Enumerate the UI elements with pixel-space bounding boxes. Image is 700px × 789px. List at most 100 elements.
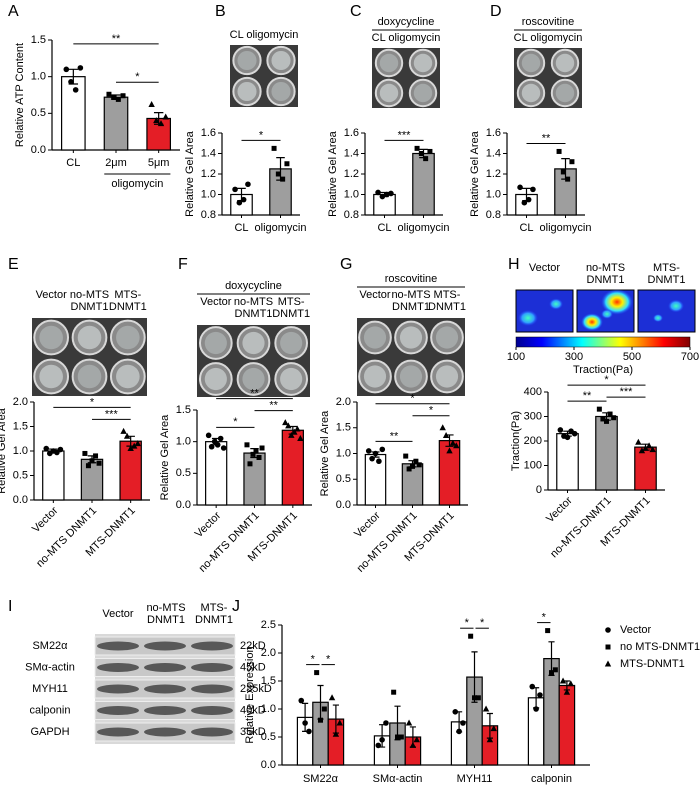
significance-label: * <box>410 393 415 405</box>
y-tick-label: 0.5 <box>261 731 276 743</box>
data-point <box>530 186 536 193</box>
x-tick-label: Vector <box>193 509 224 540</box>
panel-letter: C <box>350 3 362 20</box>
data-point <box>253 448 259 454</box>
data-point <box>111 94 117 100</box>
heatmap-blob <box>668 299 684 313</box>
data-point <box>372 450 379 457</box>
x-tick-label: SMα-actin <box>373 773 423 785</box>
image-label: MTS-DNMT1 <box>108 289 147 313</box>
significance-label: * <box>604 374 609 386</box>
data-point <box>291 428 298 435</box>
data-point <box>556 148 562 154</box>
y-axis-label: Relative Expression <box>244 646 256 743</box>
blot-band <box>191 684 233 694</box>
data-point <box>106 91 112 97</box>
data-point <box>449 439 457 446</box>
legend-label: Vector <box>620 624 652 636</box>
x-tick-label: Vector <box>544 494 575 525</box>
data-point <box>375 189 381 196</box>
data-point <box>220 445 227 451</box>
protein-label: GAPDH <box>30 726 69 738</box>
data-point <box>416 462 422 468</box>
data-point <box>490 725 497 732</box>
y-tick-label: 1.5 <box>336 422 351 434</box>
data-point <box>115 96 121 102</box>
photo-gel <box>413 53 433 73</box>
y-tick-label: 300 <box>524 410 542 422</box>
data-point <box>63 66 70 73</box>
significance-label: * <box>326 654 331 666</box>
data-point <box>288 431 295 438</box>
y-tick-label: 1.5 <box>261 675 276 687</box>
data-point <box>89 458 95 464</box>
data-point <box>452 709 459 715</box>
photo-gel <box>204 331 227 355</box>
error-bar <box>548 641 555 676</box>
data-point <box>336 719 343 726</box>
y-tick-label: 0.0 <box>13 494 28 506</box>
panel-letter: A <box>8 3 19 20</box>
photo-gel <box>555 83 575 103</box>
y-tick-label: 1.0 <box>336 447 351 459</box>
image-label: Vector <box>359 289 391 301</box>
data-point <box>157 120 165 127</box>
y-tick-label: 1.0 <box>31 71 46 83</box>
data-point <box>395 734 400 740</box>
photo-gel <box>435 326 459 349</box>
data-point <box>571 430 578 437</box>
photo-gel <box>280 331 303 355</box>
data-point <box>379 446 386 453</box>
data-point <box>398 734 404 740</box>
data-point <box>369 455 375 462</box>
x-tick-label: Vector <box>30 504 61 535</box>
data-point <box>559 677 567 684</box>
data-point <box>148 101 155 108</box>
y-tick-label: 1.5 <box>31 34 46 46</box>
data-point <box>282 419 289 426</box>
colorbar-tick-label: 700 <box>681 351 699 363</box>
data-point <box>232 186 238 193</box>
blot-band <box>97 663 139 672</box>
lane-label: MTS-DNMT1 <box>195 602 233 626</box>
y-tick-label: 0.5 <box>31 107 46 119</box>
data-point <box>460 720 466 726</box>
data-point <box>413 736 420 743</box>
data-point <box>250 451 256 457</box>
data-point <box>405 719 413 726</box>
photo-gel <box>242 331 265 355</box>
y-tick-label: 2.0 <box>336 396 351 408</box>
significance-label: * <box>542 612 547 624</box>
data-point <box>383 720 389 726</box>
significance-label: * <box>233 416 238 428</box>
y-tick-label: 0.5 <box>176 467 191 479</box>
bar <box>205 441 228 506</box>
significance-label: *** <box>398 129 412 141</box>
photo-gel <box>399 326 423 349</box>
legend-label: MTS-DNMT1 <box>620 658 685 670</box>
data-point <box>285 422 292 429</box>
y-tick-label: 0.0 <box>31 144 46 156</box>
data-point <box>153 117 160 124</box>
y-axis-label: Traction(Pa) <box>510 411 522 471</box>
significance-label: ** <box>390 430 399 442</box>
data-point <box>475 695 481 701</box>
data-point <box>321 706 327 712</box>
data-point <box>414 145 420 151</box>
blot-band <box>97 727 139 737</box>
blot-band <box>144 641 186 651</box>
data-point <box>403 453 409 459</box>
y-tick-label: 1.0 <box>261 703 276 715</box>
photo-gel <box>271 50 291 71</box>
blot-band <box>144 684 186 694</box>
photo-gel <box>363 326 387 349</box>
significance-label: * <box>135 71 140 83</box>
y-axis-label: Relative Gel Area <box>159 414 171 500</box>
data-point <box>244 442 250 448</box>
data-point <box>332 730 340 737</box>
data-point <box>247 461 253 467</box>
image-label: Vector <box>200 296 232 308</box>
significance-label: * <box>90 396 95 408</box>
data-point <box>557 427 564 433</box>
data-point <box>236 199 243 206</box>
